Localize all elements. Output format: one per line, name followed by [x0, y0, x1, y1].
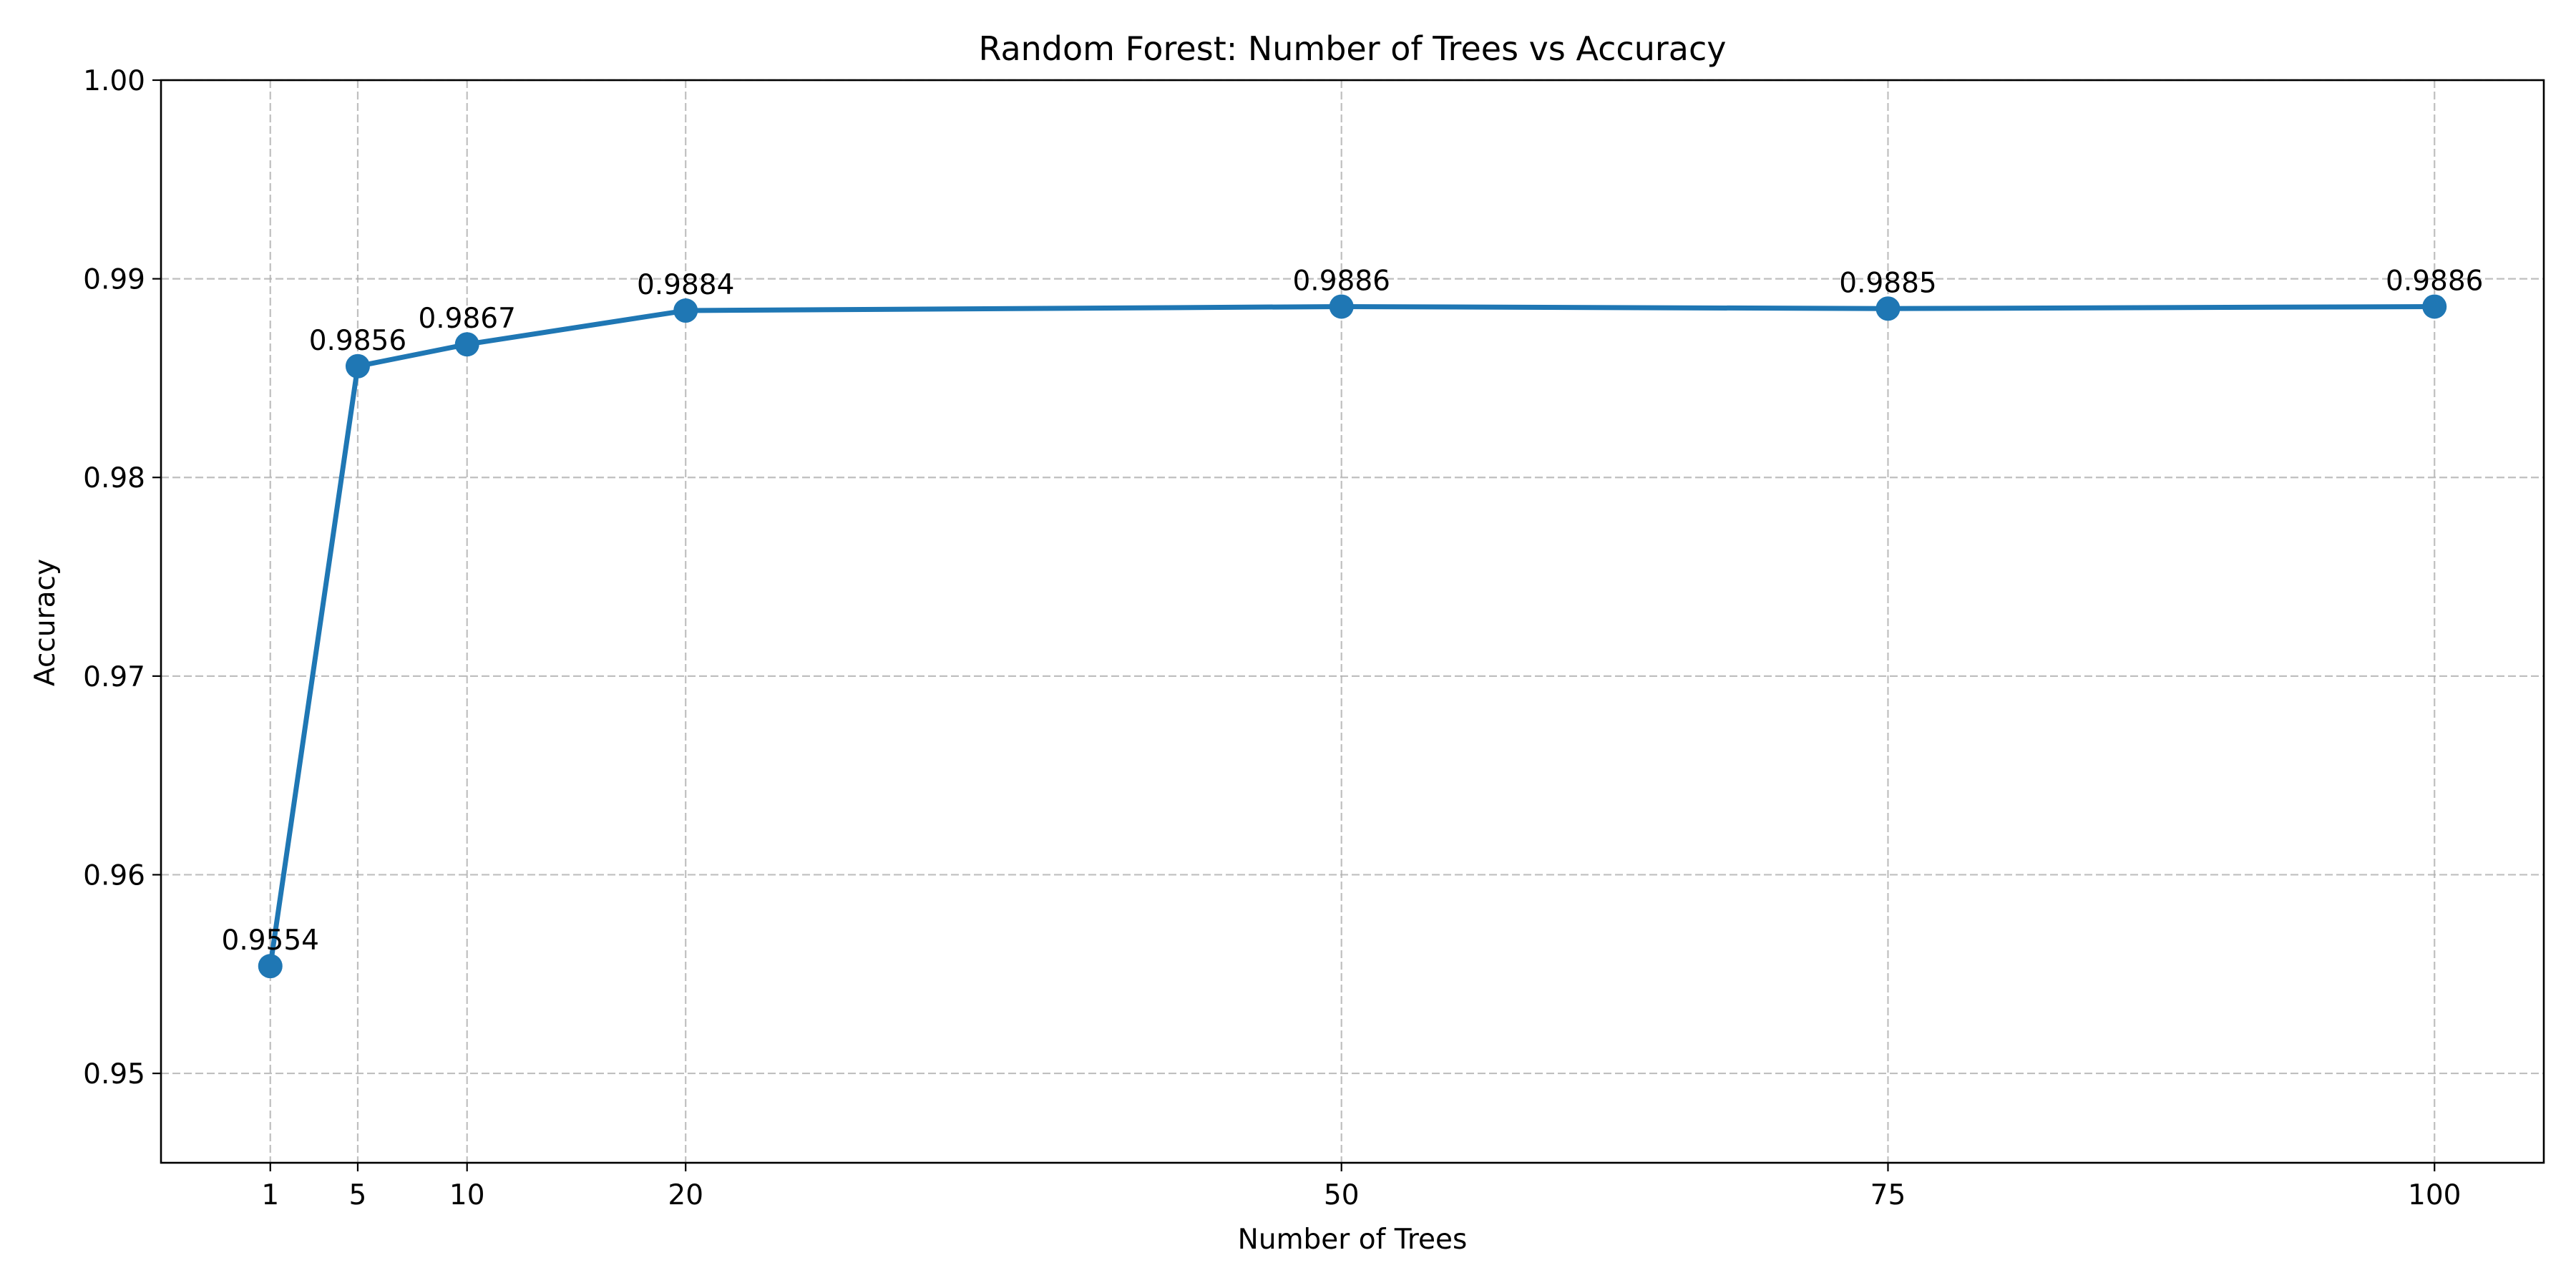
x-axis-title: Number of Trees [1238, 1224, 1468, 1256]
x-tick-label: 5 [349, 1179, 367, 1211]
data-label: 0.9886 [2386, 265, 2483, 297]
series-layer [258, 294, 2447, 979]
data-label: 0.9856 [309, 325, 406, 357]
data-point [2422, 294, 2447, 319]
y-tick-label: 0.96 [83, 859, 145, 892]
data-point [454, 332, 479, 357]
grid-layer [161, 79, 2544, 1163]
data-label: 0.9886 [1292, 265, 1390, 297]
data-point [1875, 296, 1901, 321]
data-label: 0.9884 [637, 269, 734, 301]
y-tick-label: 0.99 [83, 264, 145, 296]
data-point [345, 353, 370, 379]
data-label: 0.9554 [222, 924, 319, 957]
data-label: 0.9867 [418, 303, 515, 335]
data-point [673, 298, 698, 323]
x-tick-label: 50 [1324, 1179, 1360, 1211]
tick-layer: 1 5 10 20 50 75 100 0.95 0.96 0.97 0.98 0.99 1.00 [83, 65, 2461, 1211]
y-tick-label: 0.98 [83, 462, 145, 494]
data-point [258, 954, 283, 979]
y-tick-label: 0.97 [83, 661, 145, 693]
plot-area-frame [160, 79, 2545, 1164]
data-point [1329, 294, 1354, 319]
chart-title: Random Forest: Number of Trees vs Accura… [979, 29, 1727, 68]
data-label: 0.9885 [1839, 267, 1936, 299]
y-tick-label: 0.95 [83, 1058, 145, 1091]
x-tick-label: 75 [1870, 1179, 1906, 1211]
x-tick-label: 100 [2408, 1179, 2461, 1211]
x-tick-label: 20 [668, 1179, 703, 1211]
x-tick-label: 10 [449, 1179, 485, 1211]
x-tick-label: 1 [261, 1179, 279, 1211]
y-axis-title: Accuracy [29, 559, 62, 686]
y-tick-label: 1.00 [83, 65, 145, 97]
data-label-layer: 0.9554 0.9856 0.9867 0.9884 0.9886 0.9885 0.98… [222, 265, 2484, 957]
